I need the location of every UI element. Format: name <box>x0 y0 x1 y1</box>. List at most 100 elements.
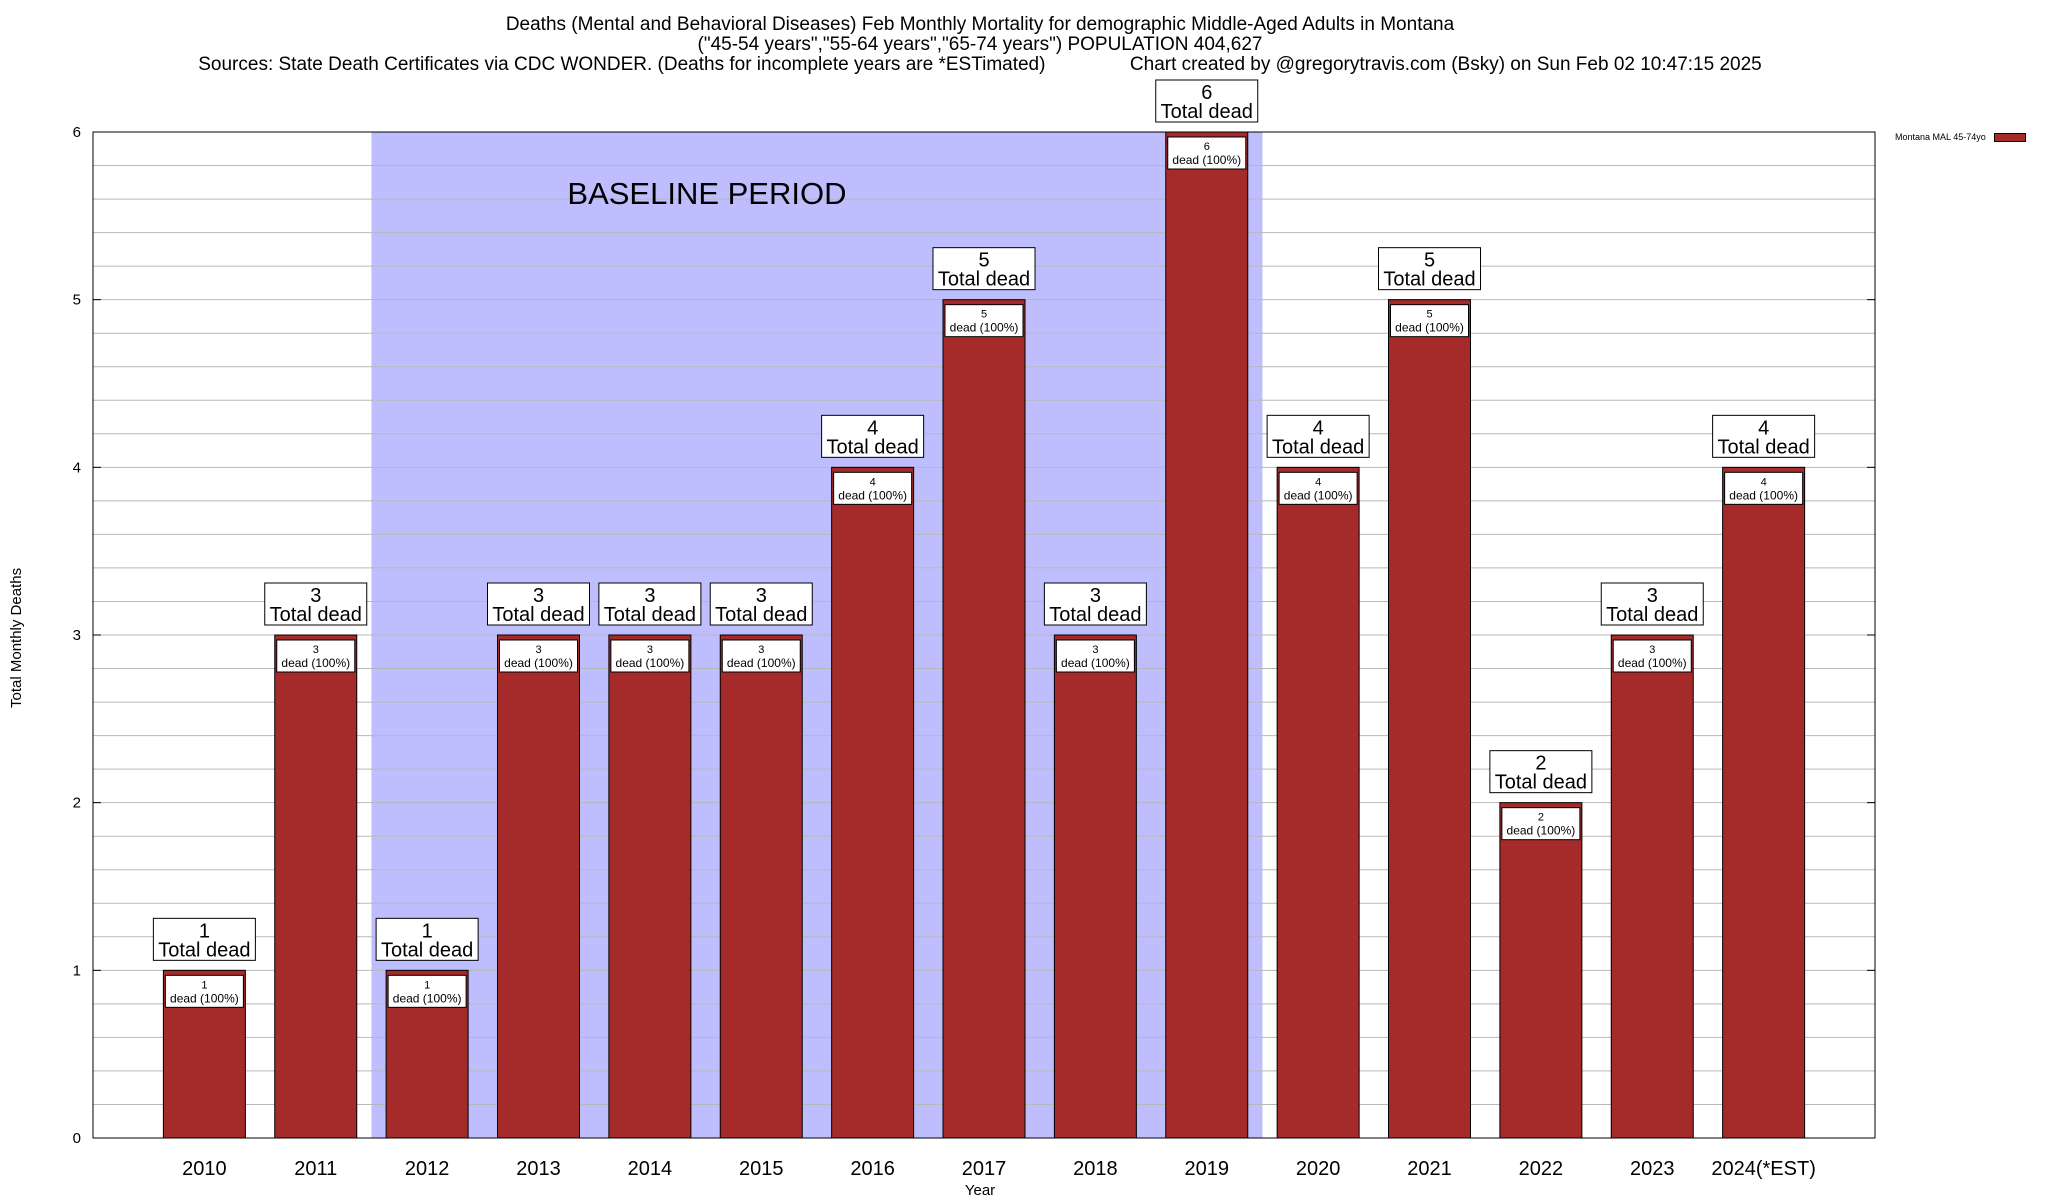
x-tick-label: 2015 <box>739 1158 784 1180</box>
x-axis-label: Year <box>964 1182 996 1199</box>
bar-inner-count: 5 <box>1426 309 1432 321</box>
bar-inner-count: 1 <box>201 979 207 991</box>
total-count: 1 <box>422 920 433 942</box>
bar-inner-label-box <box>1501 807 1581 841</box>
y-tick-label: 0 <box>73 1130 81 1147</box>
chart-source-line: Sources: State Death Certificates via CD… <box>198 54 1762 75</box>
chart-subtitle: ("45-54 years","55-64 years","65-74 year… <box>697 34 1263 55</box>
total-count: 4 <box>867 417 878 439</box>
bar <box>1053 634 1137 1139</box>
bar-inner-label-box <box>1724 471 1804 505</box>
total-count: 3 <box>756 585 767 607</box>
bar-inner-count: 3 <box>1092 644 1098 656</box>
bar-inner-label-box <box>1167 136 1247 170</box>
bar <box>608 634 692 1139</box>
bar-inner-count: 3 <box>758 644 764 656</box>
total-label: Total dead <box>270 604 362 626</box>
total-count: 4 <box>1313 417 1324 439</box>
total-label-box <box>1378 247 1481 291</box>
bar-inner-label: dead (100%) <box>170 991 239 1005</box>
total-label-box <box>1489 750 1593 794</box>
bar <box>1165 131 1249 1139</box>
total-label: Total dead <box>715 604 807 626</box>
bar-inner-label: dead (100%) <box>1172 153 1241 167</box>
x-tick-label: 2024(*EST) <box>1711 1158 1816 1180</box>
total-count: 5 <box>1424 250 1435 272</box>
bar-inner-label: dead (100%) <box>1618 656 1687 670</box>
bar-inner-label: dead (100%) <box>950 321 1019 335</box>
total-label-box <box>1155 79 1259 123</box>
bar-inner-label: dead (100%) <box>1395 321 1464 335</box>
x-tick-label: 2016 <box>850 1158 895 1180</box>
total-label-box <box>375 917 479 961</box>
x-tick-label: 2023 <box>1630 1158 1675 1180</box>
bar-inner-label: dead (100%) <box>1507 824 1576 838</box>
x-tick-label: 2011 <box>294 1158 337 1180</box>
x-tick-label: 2012 <box>405 1158 450 1180</box>
total-count: 5 <box>978 250 989 272</box>
bar-inner-label-box <box>1390 304 1469 338</box>
bar <box>1610 634 1694 1139</box>
total-count: 4 <box>1758 417 1769 439</box>
bar-inner-label: dead (100%) <box>393 991 462 1005</box>
baseline-label: BASELINE PERIOD <box>567 176 846 211</box>
bar <box>274 634 358 1139</box>
bar-inner-label-box <box>1055 639 1135 673</box>
bar <box>1722 466 1806 1139</box>
total-label: Total dead <box>604 604 696 626</box>
legend-swatch <box>1993 132 2026 142</box>
bar-inner-count: 4 <box>1315 476 1321 488</box>
bar-inner-count: 4 <box>870 476 876 488</box>
x-tick-label: 2022 <box>1519 1158 1564 1180</box>
bar-inner-count: 3 <box>1649 644 1655 656</box>
bar-inner-label-box <box>387 974 467 1008</box>
total-count: 1 <box>199 920 210 942</box>
total-label: Total dead <box>1717 436 1809 458</box>
bar-inner-label-box <box>164 974 244 1008</box>
bar-inner-label: dead (100%) <box>727 656 796 670</box>
total-label-box <box>1266 414 1370 458</box>
x-tick-label: 2014 <box>628 1158 673 1180</box>
bar-inner-label-box <box>610 639 690 673</box>
total-count: 3 <box>1647 585 1658 607</box>
chart-title: Deaths (Mental and Behavioral Diseases) … <box>505 14 1455 35</box>
total-count: 3 <box>533 585 544 607</box>
legend: Montana MAL 45-74yo <box>1895 132 2026 142</box>
total-label: Total dead <box>1606 604 1698 626</box>
bar-inner-label-box <box>1278 471 1358 505</box>
total-label-box <box>1043 582 1147 626</box>
bar-inner-count: 4 <box>1761 476 1767 488</box>
bar <box>1499 802 1583 1139</box>
x-tick-label: 2020 <box>1296 1158 1341 1180</box>
total-label: Total dead <box>826 436 918 458</box>
total-count: 3 <box>310 585 321 607</box>
bar-inner-label: dead (100%) <box>1284 488 1353 502</box>
total-count: 6 <box>1201 82 1212 104</box>
y-tick-label: 1 <box>73 962 81 979</box>
bar-inner-label: dead (100%) <box>616 656 685 670</box>
y-tick-label: 3 <box>73 627 81 644</box>
total-label-box <box>1600 582 1704 626</box>
total-label: Total dead <box>381 939 473 961</box>
total-label: Total dead <box>1161 101 1253 123</box>
total-label-box <box>821 414 925 458</box>
bar-inner-count: 5 <box>981 309 987 321</box>
total-label-box <box>709 582 813 626</box>
y-tick-label: 2 <box>73 795 81 812</box>
total-label: Total dead <box>1272 436 1364 458</box>
bar-inner-label: dead (100%) <box>1729 488 1798 502</box>
bar-inner-label-box <box>276 639 356 673</box>
total-label: Total dead <box>158 939 250 961</box>
y-tick-label: 4 <box>73 459 81 476</box>
x-tick-label: 2010 <box>182 1158 227 1180</box>
bar <box>1276 466 1360 1139</box>
bar-inner-count: 1 <box>424 979 430 991</box>
y-tick-label: 6 <box>73 124 81 141</box>
bar-inner-label-box <box>833 471 913 505</box>
bar-inner-count: 2 <box>1538 812 1544 824</box>
bar-inner-label-box <box>499 639 578 673</box>
bar <box>831 466 915 1139</box>
total-label: Total dead <box>1383 269 1475 291</box>
bar-inner-count: 3 <box>647 644 653 656</box>
